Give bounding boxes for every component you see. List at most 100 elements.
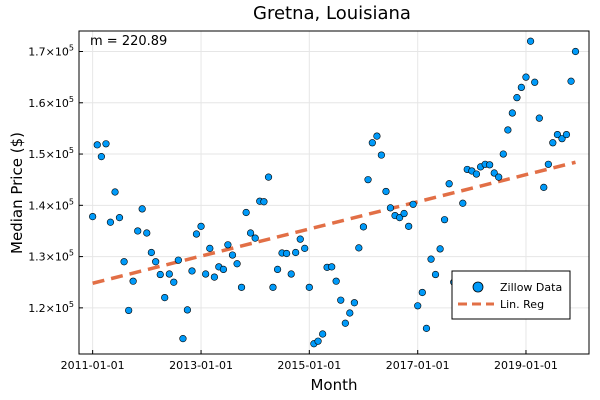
y-tick-mantissa: 1.2×	[28, 302, 55, 315]
data-point	[296, 235, 304, 243]
data-point	[319, 330, 327, 338]
legend-label-linreg: Lin. Reg	[500, 298, 544, 311]
data-point	[396, 214, 404, 222]
data-point	[486, 161, 494, 169]
data-point	[233, 260, 241, 268]
regression-series	[92, 160, 576, 285]
data-point	[553, 130, 562, 139]
data-point	[143, 229, 151, 237]
data-point	[328, 263, 336, 271]
data-point	[197, 222, 205, 230]
y-tick-label: 1.4×105	[28, 197, 74, 212]
x-tick-label: 2013-01-01	[169, 359, 233, 372]
data-point	[202, 270, 210, 278]
data-point	[210, 273, 218, 281]
data-point	[405, 222, 413, 230]
y-tick-label: 1.3×105	[28, 249, 74, 264]
data-point	[422, 324, 431, 332]
data-point	[292, 248, 300, 257]
data-point	[571, 47, 580, 56]
y-tick-label: 1.6×105	[28, 95, 74, 110]
x-axis-label: Month	[310, 376, 357, 394]
data-point	[287, 270, 295, 278]
data-point	[170, 278, 178, 286]
data-point	[567, 77, 575, 85]
data-point	[337, 296, 345, 304]
data-point	[531, 78, 539, 86]
data-point	[111, 188, 119, 196]
y-tick-base: 10	[55, 199, 69, 212]
y-tick-base: 10	[55, 148, 69, 161]
data-point	[382, 187, 390, 196]
data-point	[264, 173, 273, 181]
data-point	[115, 214, 124, 222]
data-point	[544, 160, 552, 168]
data-point	[359, 223, 368, 231]
slope-annotation: m = 220.89	[90, 34, 167, 49]
y-tick-mantissa: 1.6×	[28, 97, 55, 110]
data-point	[152, 258, 160, 266]
data-point	[188, 267, 196, 275]
data-point	[246, 229, 255, 237]
data-point	[305, 283, 313, 291]
data-point	[134, 227, 142, 235]
y-tick-exponent: 5	[69, 249, 74, 258]
y-tick-base: 10	[55, 251, 69, 264]
y-tick-label: 1.5×105	[28, 146, 74, 161]
data-point	[93, 141, 101, 149]
data-point	[147, 248, 155, 257]
data-point	[183, 306, 192, 314]
data-point	[251, 234, 259, 242]
data-point	[355, 244, 363, 252]
y-axis-label: Median Price ($)	[8, 132, 26, 254]
data-point	[436, 245, 444, 253]
data-point	[161, 294, 169, 302]
y-axis-ticks: 1.2×1051.3×1051.4×1051.5×1051.6×1051.7×1…	[28, 44, 83, 315]
data-point	[459, 199, 467, 207]
data-point	[427, 255, 435, 263]
data-point	[517, 83, 525, 91]
data-point	[409, 200, 417, 208]
y-tick-exponent: 5	[69, 44, 74, 53]
legend: Zillow Data Lin. Reg	[451, 270, 571, 320]
data-point	[364, 176, 372, 184]
y-tick-exponent: 5	[69, 146, 74, 155]
data-point	[120, 258, 128, 266]
data-point	[156, 270, 164, 279]
data-point	[368, 139, 376, 147]
y-tick-label: 1.2×105	[28, 300, 74, 315]
data-point	[273, 265, 282, 274]
data-point	[206, 244, 214, 252]
data-point	[418, 288, 426, 297]
data-point	[260, 198, 268, 206]
data-point	[283, 249, 291, 258]
data-point	[269, 283, 277, 291]
data-point	[414, 302, 422, 310]
data-point	[224, 241, 232, 249]
data-point	[504, 126, 512, 134]
legend-label-zillow: Zillow Data	[500, 281, 562, 294]
data-point	[89, 212, 97, 221]
data-point	[332, 277, 340, 285]
data-point	[513, 94, 521, 102]
data-point	[174, 256, 182, 264]
data-point	[522, 73, 530, 81]
y-tick-exponent: 5	[69, 95, 74, 104]
y-tick-base: 10	[55, 46, 69, 59]
data-point	[219, 265, 228, 274]
plot-frame	[78, 30, 590, 355]
data-point	[314, 337, 322, 345]
data-point	[540, 183, 548, 191]
legend-box	[451, 270, 571, 320]
data-point	[106, 218, 115, 226]
data-point	[346, 309, 354, 317]
data-point	[549, 139, 557, 147]
regression-line	[92, 160, 576, 285]
y-tick-base: 10	[55, 302, 69, 315]
data-point	[350, 299, 358, 307]
data-point	[508, 109, 516, 117]
legend-marker-zillow	[472, 281, 484, 293]
data-point	[138, 205, 146, 213]
data-point	[373, 132, 381, 140]
